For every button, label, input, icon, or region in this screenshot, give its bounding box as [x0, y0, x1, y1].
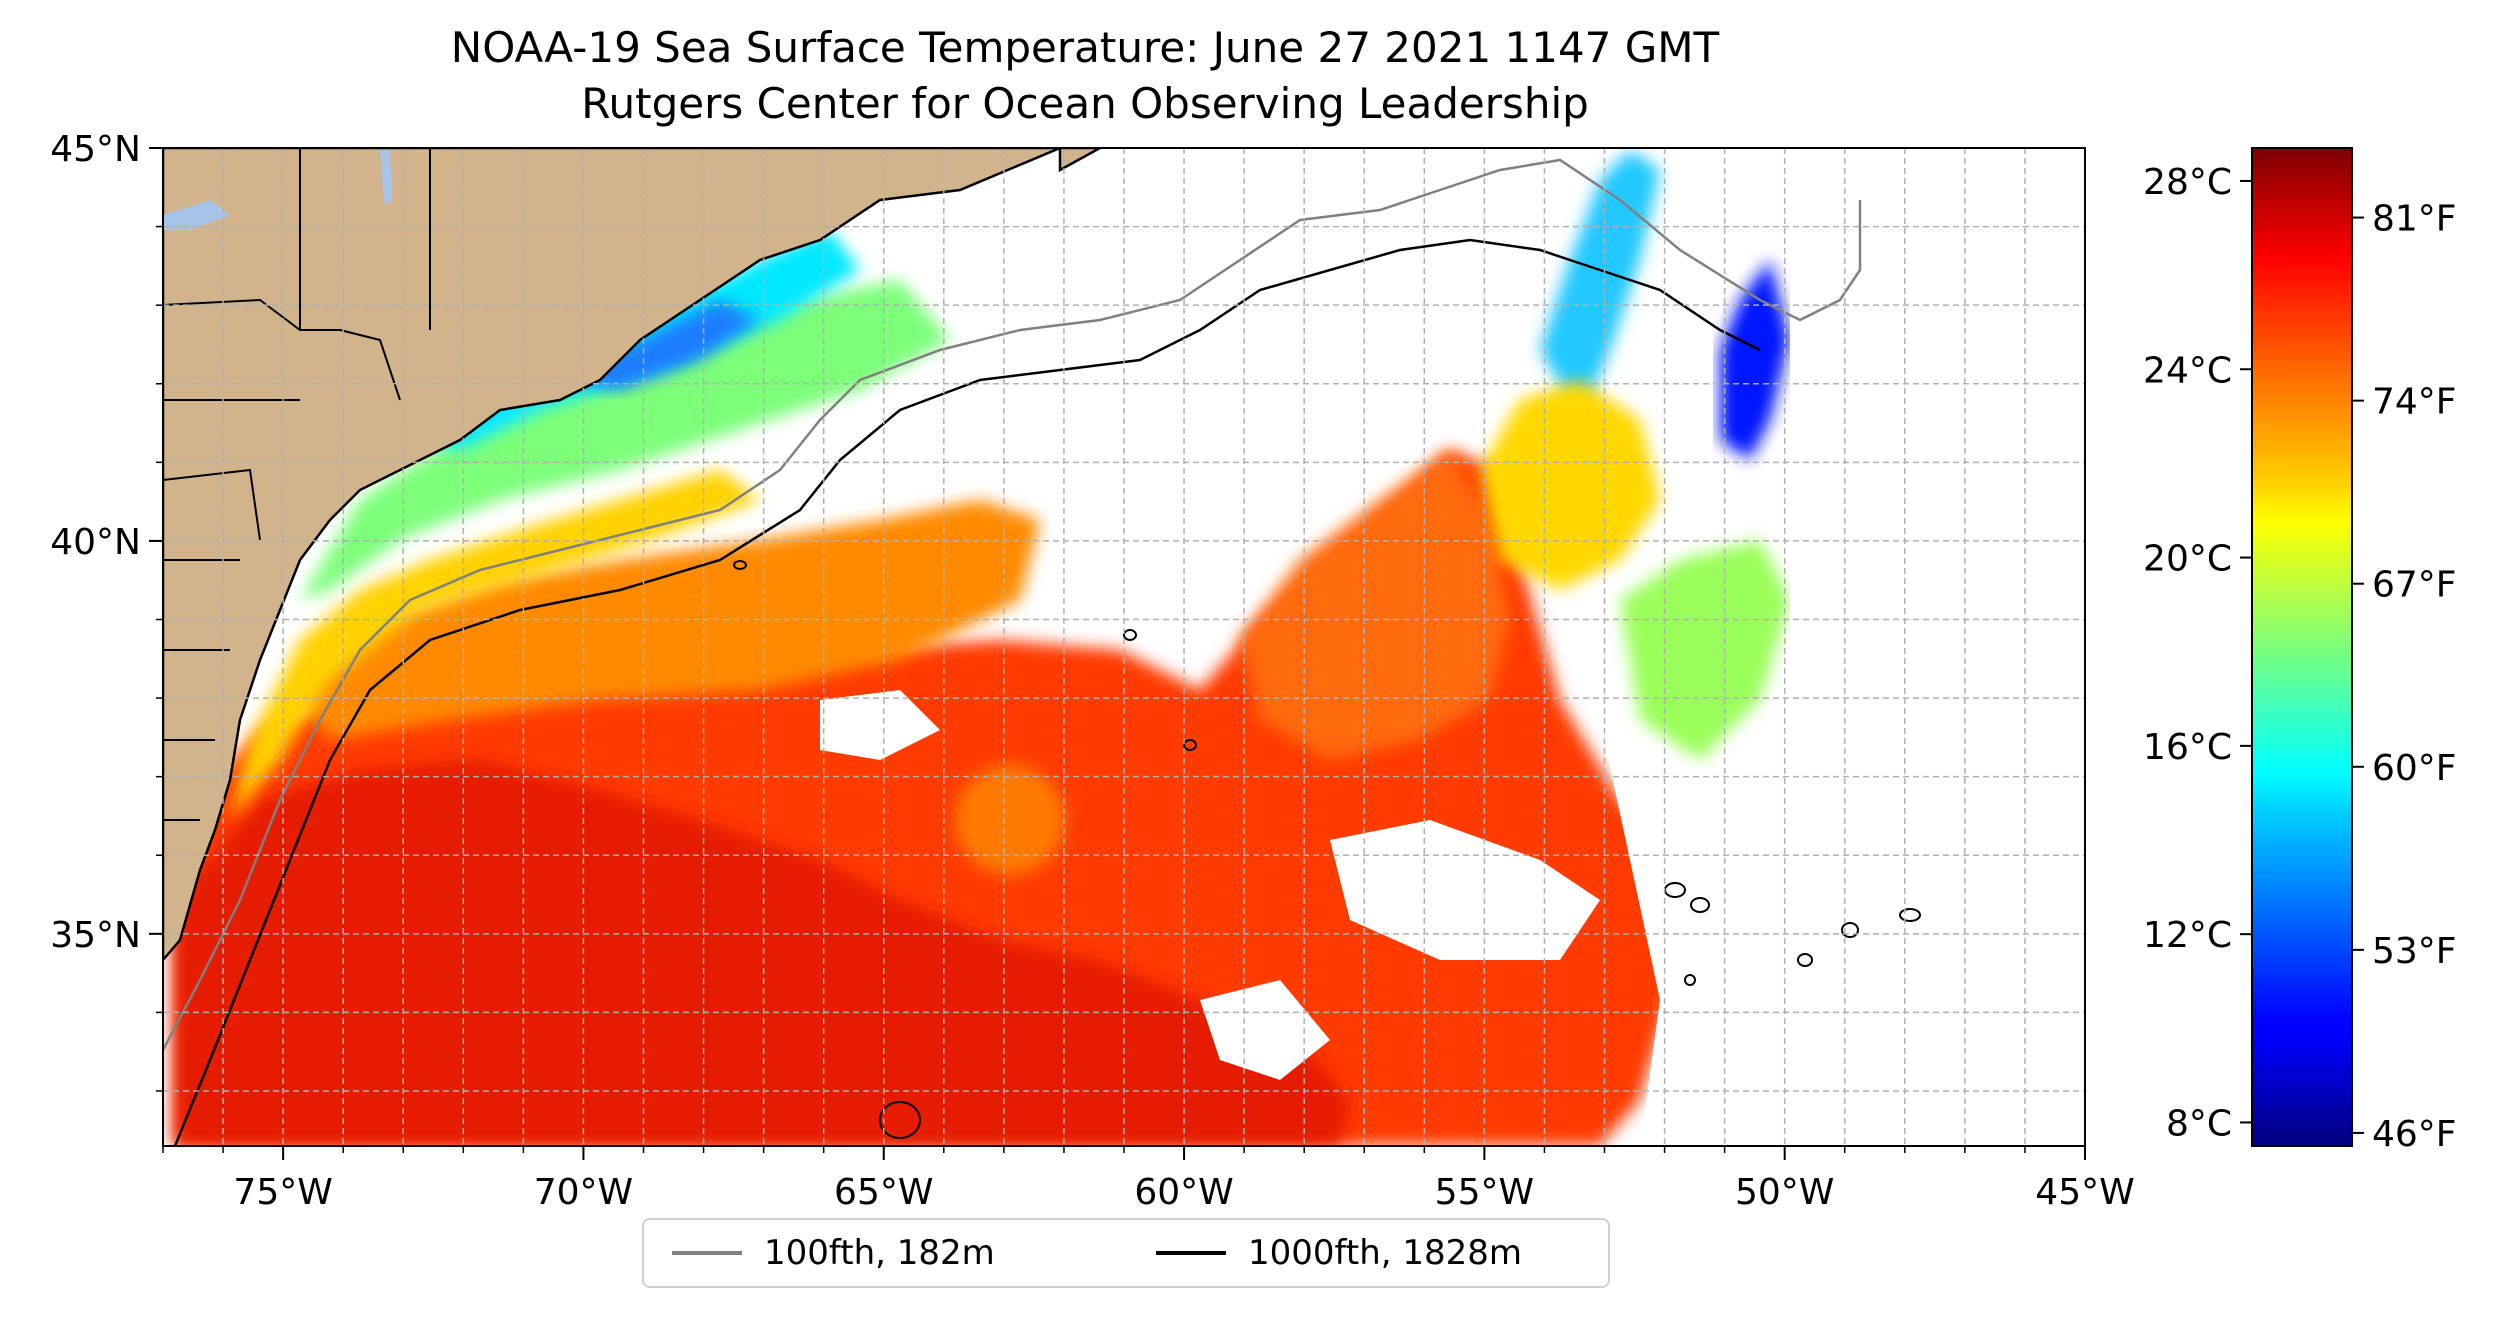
colorbar: 28°C 24°C 20°C 16°C 12°C 8°C 81°F 74°F 67°F 60°F…	[2143, 147, 2457, 1155]
latitude-axis: 45°N 40°N 35°N	[50, 129, 163, 1092]
sst-hot-core	[175, 760, 1350, 1146]
map-subtitle: Rutgers Center for Ocean Observing Leade…	[581, 79, 1589, 128]
map-panel	[162, 147, 2086, 1147]
lat-tick-label: 45°N	[50, 129, 141, 170]
cloud-gap	[820, 690, 940, 760]
colorbar-fahrenheit-label: 67°F	[2372, 565, 2457, 606]
isobath-100fth	[163, 158, 1862, 1051]
sst-field	[163, 148, 2085, 1146]
lake-champlain	[380, 150, 392, 205]
sst-midocean-green	[1620, 540, 1790, 760]
lon-tick-label: 45°W	[2035, 1172, 2134, 1213]
cloud-gap	[1000, 320, 1250, 460]
legend-line-100fth	[672, 1251, 742, 1255]
cloud-gap	[1790, 148, 2085, 1146]
colorbar-celsius-label: 20°C	[2143, 539, 2232, 580]
land-canada-east	[1058, 148, 1101, 173]
sst-shelf-yellow	[230, 470, 760, 820]
colorbar-fahrenheit-label: 60°F	[2372, 748, 2457, 789]
lon-tick-label: 50°W	[1735, 1172, 1834, 1213]
lon-tick-label: 55°W	[1435, 1172, 1534, 1213]
legend: 100fth, 182m 1000fth, 1828m	[642, 1218, 1610, 1288]
colorbar-celsius-label: 8°C	[2166, 1103, 2232, 1144]
lon-tick-label: 60°W	[1134, 1172, 1233, 1213]
legend-line-1000fth	[1156, 1251, 1226, 1255]
colorbar-celsius-axis: 28°C 24°C 20°C 16°C 12°C 8°C	[2143, 162, 2252, 1144]
warm-core-eddy	[955, 765, 1065, 875]
lon-tick-label: 75°W	[233, 1172, 332, 1213]
land-north-america	[163, 148, 1061, 962]
colorbar-celsius-label: 12°C	[2143, 915, 2232, 956]
lat-tick-label: 35°N	[50, 915, 141, 956]
lon-tick-label: 70°W	[534, 1172, 633, 1213]
colorbar-fahrenheit-axis: 81°F 74°F 67°F 60°F 53°F 46°F	[2352, 199, 2457, 1155]
sst-eastern-warm	[1240, 450, 1510, 760]
sst-midocean-yellow	[1480, 380, 1660, 590]
longitude-axis: 75°W 70°W 65°W 60°W 55°W 50°W 45°W	[162, 1146, 2135, 1213]
legend-label-100fth: 100fth, 182m	[764, 1233, 995, 1273]
cloud-gap	[1600, 720, 1790, 1146]
legend-item-1000fth: 1000fth, 1828m	[1156, 1220, 1522, 1286]
colorbar-fahrenheit-label: 46°F	[2372, 1114, 2457, 1155]
legend-label-1000fth: 1000fth, 1828m	[1248, 1233, 1523, 1273]
sst-labrador-deep-blue	[1720, 260, 1790, 460]
colorbar-celsius-label: 24°C	[2143, 350, 2232, 391]
colorbar-celsius-label: 16°C	[2143, 727, 2232, 768]
lon-tick-label: 65°W	[834, 1172, 933, 1213]
state-borders	[163, 148, 431, 821]
isobath-1000fth	[173, 238, 1761, 1146]
lake-ontario-edge	[163, 200, 230, 230]
sst-shelf-green	[300, 280, 950, 600]
map-title: NOAA-19 Sea Surface Temperature: June 27…	[450, 23, 1720, 72]
colorbar-fahrenheit-label: 53°F	[2372, 931, 2457, 972]
colorbar-fahrenheit-label: 74°F	[2372, 382, 2457, 423]
colorbar-fahrenheit-label: 81°F	[2372, 199, 2457, 240]
colorbar-celsius-label: 28°C	[2143, 162, 2232, 203]
sst-labrador-cyan	[1540, 150, 1660, 420]
cloud-gap	[1200, 980, 1330, 1080]
colorbar-gradient	[2251, 147, 2353, 1147]
legend-item-100fth: 100fth, 182m	[672, 1220, 995, 1286]
lat-tick-label: 40°N	[50, 522, 141, 563]
